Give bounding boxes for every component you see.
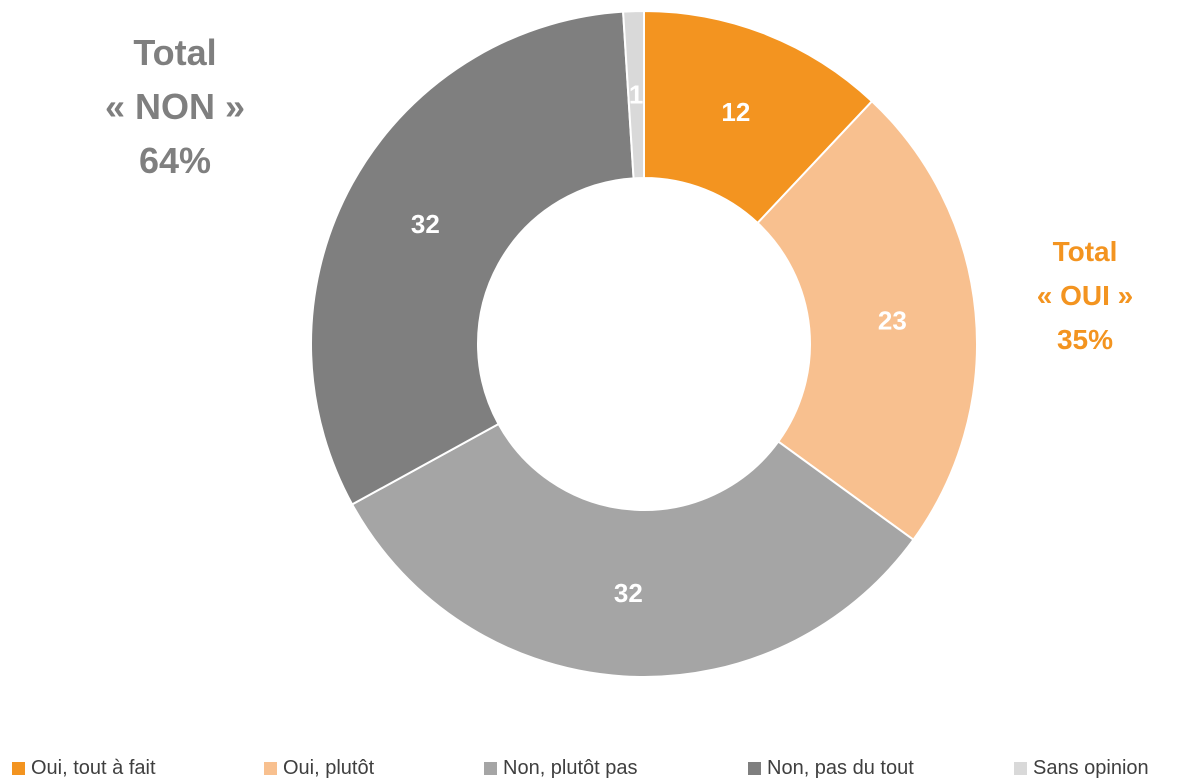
total-non-line2: « NON »: [104, 86, 246, 127]
chart-legend: Oui, tout à fait Oui, plutôt Non, plutôt…: [0, 752, 1182, 782]
total-non-line1: Total: [133, 32, 217, 73]
total-non-line3: 64%: [138, 140, 212, 181]
legend-item-oui-plutot: Oui, plutôt: [264, 756, 374, 780]
legend-item-non-plutot-pas: Non, plutôt pas: [484, 756, 638, 780]
legend-label: Sans opinion: [1033, 756, 1149, 779]
donut-slice-1: [643, 9, 874, 225]
donut-chart: 12 23 32 32 1: [310, 9, 978, 678]
legend-swatch: [484, 761, 497, 775]
legend-swatch: [748, 761, 761, 775]
slice-value-label-5: 1: [629, 80, 643, 110]
legend-label: Oui, plutôt: [283, 756, 375, 779]
legend-swatch: [264, 761, 277, 775]
total-oui-annotation: Total « OUI » 35%: [1010, 230, 1160, 362]
legend-label: Non, pas du tout: [767, 756, 914, 779]
total-oui-line2: « OUI »: [1036, 280, 1134, 311]
slice-labels: 12 23 32 32 1: [411, 80, 907, 608]
donut-slice-5: [622, 9, 645, 180]
legend-swatch: [1014, 761, 1027, 775]
legend-item-sans-opinion: Sans opinion: [1014, 756, 1149, 780]
legend-item-oui-tout-a-fait: Oui, tout à fait: [12, 756, 156, 780]
donut-slice-3: [350, 422, 915, 678]
total-non-annotation: Total « NON » 64%: [60, 26, 290, 188]
legend-label: Oui, tout à fait: [31, 756, 156, 779]
total-oui-line3: 35%: [1056, 324, 1114, 355]
slice-value-label-4: 32: [411, 209, 440, 239]
total-oui-line1: Total: [1052, 236, 1118, 267]
donut-slice-4: [310, 10, 635, 506]
legend-swatch: [12, 761, 25, 775]
donut-slices: [310, 9, 978, 678]
donut-slice-2: [756, 99, 978, 542]
legend-label: Non, plutôt pas: [503, 756, 638, 779]
slice-value-label-3: 32: [614, 578, 643, 608]
slice-value-label-1: 12: [721, 97, 750, 127]
slice-value-label-2: 23: [878, 306, 907, 336]
legend-item-non-pas-du-tout: Non, pas du tout: [748, 756, 914, 780]
